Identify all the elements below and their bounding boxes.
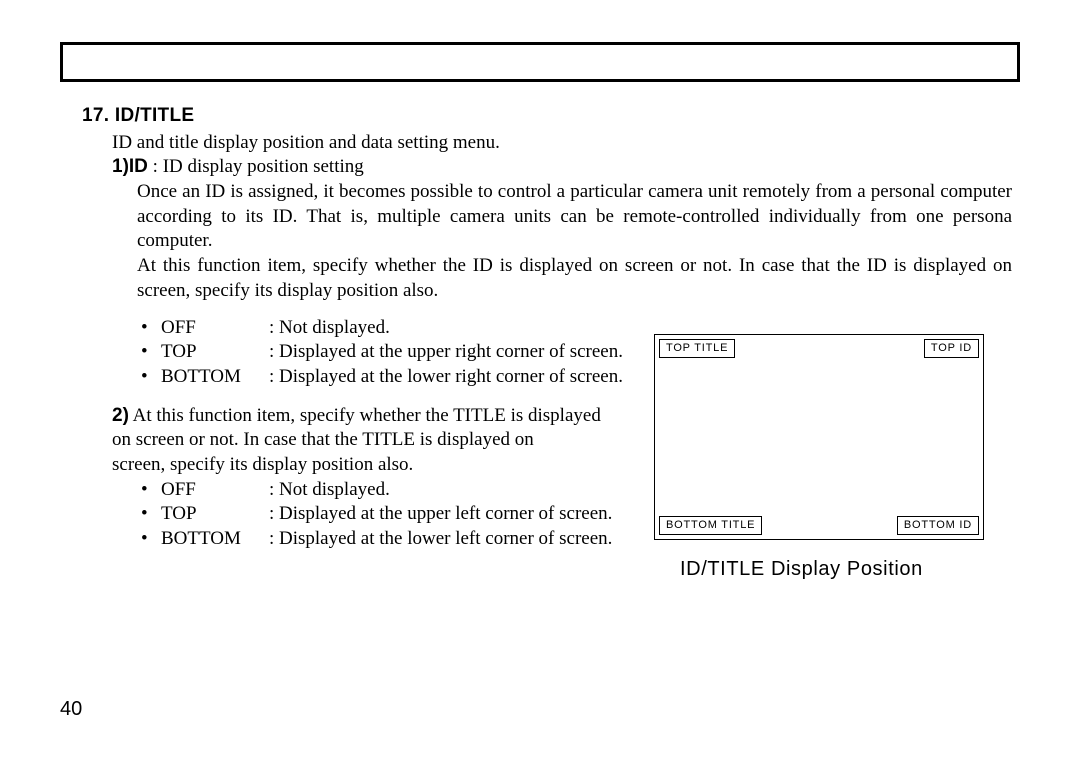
item2-line1: At this function item, specify whether t… xyxy=(133,405,601,426)
list-item: • TOP : Displayed at the upper right cor… xyxy=(137,340,677,365)
bullet-desc: Displayed at the lower right corner of s… xyxy=(279,365,677,390)
bullet-icon: • xyxy=(137,527,161,552)
bullet-icon: • xyxy=(137,316,161,341)
item2-label: 2) xyxy=(112,405,129,426)
list-item: • OFF : Not displayed. xyxy=(137,316,677,341)
diagram-caption: ID/TITLE Display Position xyxy=(680,558,923,581)
bullet-term: TOP xyxy=(161,502,269,527)
bullet-colon: : xyxy=(269,340,279,365)
section-intro: ID and title display position and data s… xyxy=(112,131,1012,156)
item2-line3: screen, specify its display position als… xyxy=(112,454,413,475)
bullet-desc: Not displayed. xyxy=(279,316,677,341)
bullet-icon: • xyxy=(137,478,161,503)
list-item: • OFF : Not displayed. xyxy=(137,478,717,503)
bullet-desc: Not displayed. xyxy=(279,478,717,503)
item1-sep: : xyxy=(148,156,163,177)
bullet-term: BOTTOM xyxy=(161,527,269,552)
bullet-term: OFF xyxy=(161,478,269,503)
bullet-colon: : xyxy=(269,502,279,527)
position-diagram: TOP TITLE TOP ID BOTTOM TITLE BOTTOM ID xyxy=(654,334,984,540)
bullet-desc: Displayed at the lower left corner of sc… xyxy=(279,527,717,552)
item1-lead-text: ID display position setting xyxy=(163,156,364,177)
item2-bullets: • OFF : Not displayed. • TOP : Displayed… xyxy=(137,478,717,552)
diagram-bottom-right-label: BOTTOM ID xyxy=(897,516,979,535)
diagram-bottom-left-label: BOTTOM TITLE xyxy=(659,516,762,535)
bullet-term: BOTTOM xyxy=(161,365,269,390)
bullet-colon: : xyxy=(269,527,279,552)
bullet-icon: • xyxy=(137,340,161,365)
bullet-colon: : xyxy=(269,478,279,503)
manual-page: 17. ID/TITLE ID and title display positi… xyxy=(0,0,1080,762)
item1-para1: Once an ID is assigned, it becomes possi… xyxy=(137,180,1012,254)
bullet-term: OFF xyxy=(161,316,269,341)
item1-para2: At this function item, specify whether t… xyxy=(137,254,1012,303)
bullet-desc: Displayed at the upper left corner of sc… xyxy=(279,502,717,527)
diagram-top-right-label: TOP ID xyxy=(924,339,979,358)
item1-label: 1)ID xyxy=(112,156,148,177)
list-item: • BOTTOM : Displayed at the lower right … xyxy=(137,365,677,390)
page-number: 40 xyxy=(60,698,82,721)
bullet-icon: • xyxy=(137,365,161,390)
item2-lead: 2) At this function item, specify whethe… xyxy=(112,404,692,478)
section-heading: 17. ID/TITLE xyxy=(82,104,1012,129)
list-item: • BOTTOM : Displayed at the lower left c… xyxy=(137,527,717,552)
diagram-top-left-label: TOP TITLE xyxy=(659,339,735,358)
item2-block: 2) At this function item, specify whethe… xyxy=(112,404,692,478)
bullet-colon: : xyxy=(269,316,279,341)
list-item: • TOP : Displayed at the upper left corn… xyxy=(137,502,717,527)
header-box xyxy=(60,42,1020,82)
bullet-colon: : xyxy=(269,365,279,390)
item1-lead: 1)ID : ID display position setting xyxy=(112,155,1012,180)
bullet-icon: • xyxy=(137,502,161,527)
item1-bullets: • OFF : Not displayed. • TOP : Displayed… xyxy=(137,316,677,390)
bullet-term: TOP xyxy=(161,340,269,365)
item2-line2: on screen or not. In case that the TITLE… xyxy=(112,429,534,450)
bullet-desc: Displayed at the upper right corner of s… xyxy=(279,340,677,365)
